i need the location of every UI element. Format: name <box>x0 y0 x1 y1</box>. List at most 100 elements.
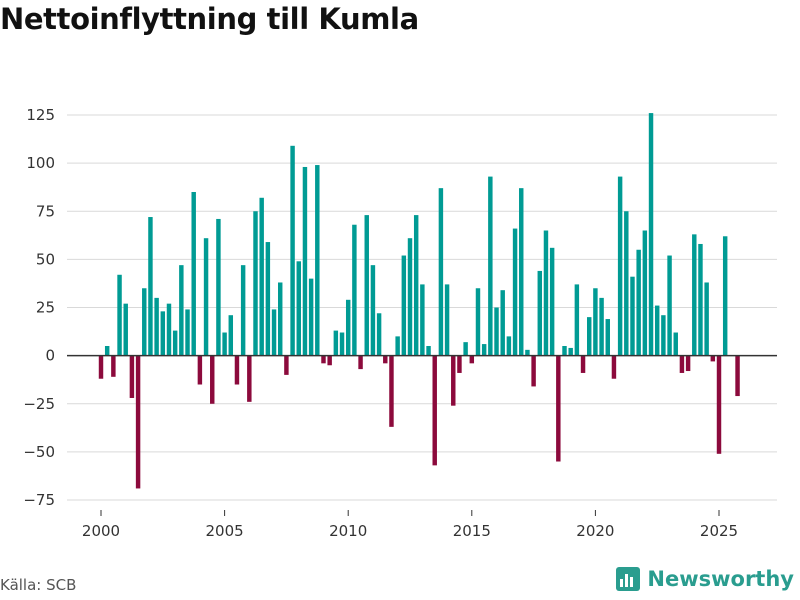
bar <box>308 278 314 356</box>
bar <box>543 230 549 356</box>
bar <box>587 317 592 356</box>
bar <box>234 355 240 385</box>
bar <box>364 215 369 356</box>
bar <box>129 355 135 398</box>
bar <box>463 342 468 356</box>
bar <box>278 282 283 356</box>
bar <box>142 288 147 356</box>
bar <box>185 309 190 356</box>
bar <box>654 305 660 356</box>
y-tick-label: 0 <box>45 347 55 365</box>
bar <box>315 165 320 356</box>
bar <box>401 255 407 356</box>
bar <box>636 249 641 356</box>
bar <box>500 290 505 356</box>
y-tick-label: 50 <box>36 250 55 268</box>
source-note: Källa: SCB <box>0 576 77 594</box>
bar <box>692 234 697 356</box>
bar <box>321 355 326 364</box>
newsworthy-logo-icon <box>616 567 641 591</box>
bar <box>475 288 481 356</box>
bar <box>438 188 444 356</box>
y-tick-label: 125 <box>26 106 55 124</box>
x-tick-label: 2010 <box>329 522 367 540</box>
bar <box>210 355 215 404</box>
bar <box>624 211 629 356</box>
x-axis-ticks: 2000 2005 2010 2015 2020 2025 <box>82 510 738 540</box>
bar <box>228 315 234 356</box>
bar <box>432 355 437 466</box>
bar <box>599 297 604 356</box>
bar <box>605 319 610 356</box>
bar <box>413 215 419 356</box>
bar <box>253 211 258 356</box>
bar <box>203 238 209 356</box>
bar <box>247 355 252 402</box>
x-tick-label: 2000 <box>82 522 120 540</box>
bar <box>481 344 487 356</box>
bar <box>549 247 555 356</box>
bar <box>420 284 425 356</box>
x-tick-label: 2015 <box>453 522 491 540</box>
y-tick-label: −25 <box>23 395 55 413</box>
bar <box>197 355 203 385</box>
bar <box>704 282 709 356</box>
bar <box>265 242 271 356</box>
y-axis-ticks: 125 100 75 50 25 0 −25 −50 −75 <box>23 106 55 509</box>
bar <box>222 332 227 356</box>
bar <box>568 347 573 356</box>
bar <box>426 346 431 356</box>
bar <box>679 355 685 373</box>
bar <box>574 284 580 356</box>
bar <box>716 355 722 454</box>
bar <box>376 313 382 356</box>
bar <box>735 355 740 397</box>
bar <box>296 261 301 356</box>
bar <box>395 336 400 356</box>
bar <box>556 355 561 462</box>
bar <box>698 243 703 356</box>
bar <box>562 346 567 356</box>
brand-logo: Newsworthy <box>615 566 794 592</box>
bar <box>166 303 172 356</box>
bar <box>444 284 450 356</box>
bar <box>407 238 413 356</box>
bar <box>383 355 388 364</box>
bar <box>531 355 536 387</box>
bar <box>370 265 376 356</box>
bar <box>179 265 184 356</box>
bar <box>284 355 289 375</box>
y-tick-label: 75 <box>36 202 55 220</box>
bar <box>333 330 339 356</box>
chart-title: Nettoinflyttning till Kumla <box>0 2 419 36</box>
bar <box>389 355 394 427</box>
bar <box>352 224 357 356</box>
bar <box>271 309 277 356</box>
bar <box>98 355 104 379</box>
bar <box>290 145 295 356</box>
y-tick-label: −50 <box>23 443 55 461</box>
x-tick-label: 2025 <box>700 522 738 540</box>
bar <box>722 236 728 356</box>
bar <box>160 311 166 356</box>
y-tick-label: 100 <box>26 154 55 172</box>
bar <box>111 355 116 377</box>
bar <box>519 188 524 356</box>
bar <box>525 349 530 356</box>
brand-name: Newsworthy <box>647 567 794 591</box>
bar <box>506 336 512 356</box>
bar <box>259 197 264 356</box>
bar <box>240 265 246 356</box>
bar <box>580 355 586 373</box>
bar <box>537 270 543 356</box>
y-tick-label: 25 <box>36 299 55 317</box>
bar <box>661 315 666 356</box>
bar <box>216 218 221 356</box>
bar <box>593 288 598 356</box>
bar <box>710 355 716 362</box>
bar <box>345 299 351 356</box>
y-tick-label: −75 <box>23 491 55 509</box>
bar <box>611 355 617 379</box>
bar <box>685 355 691 372</box>
